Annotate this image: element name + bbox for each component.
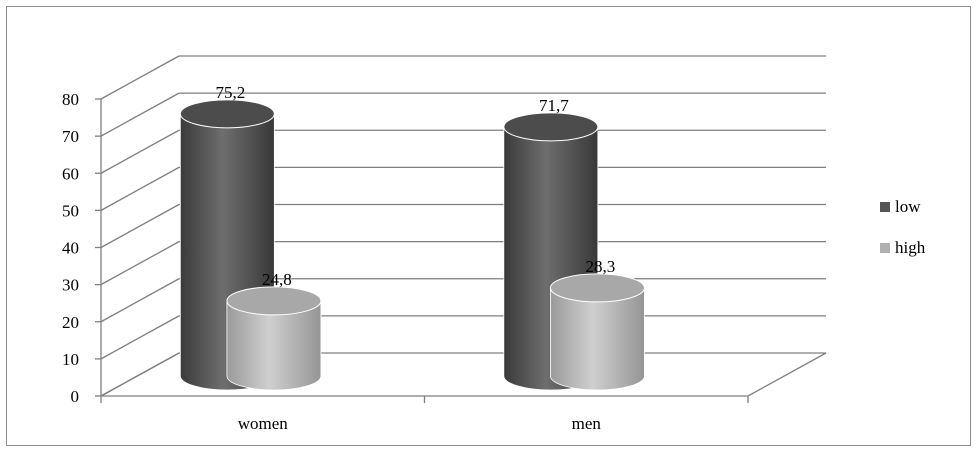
data-label: 71,7	[539, 96, 569, 115]
side-gridline	[100, 203, 180, 249]
y-tick-label: 70	[62, 127, 79, 146]
cylinder-body	[550, 287, 645, 391]
cylinder-top	[226, 286, 322, 316]
legend-swatch	[880, 243, 890, 253]
y-tick-label: 10	[62, 350, 79, 369]
cylinder-top	[549, 273, 645, 303]
bar-high-women	[226, 286, 322, 391]
chart-frame	[6, 6, 971, 446]
y-tick-label: 30	[62, 276, 79, 295]
side-gridline	[100, 166, 180, 211]
side-gridline	[100, 129, 180, 174]
cylinder-top	[503, 112, 599, 142]
legend-item-high: high	[880, 238, 926, 257]
y-tick-label: 60	[62, 164, 79, 183]
bar-high-men	[549, 273, 645, 391]
floor-plane	[100, 352, 827, 397]
data-label: 28,3	[586, 257, 616, 276]
side-gridline	[100, 241, 180, 286]
x-tick-label: women	[238, 414, 289, 433]
y-tick-label: 20	[62, 313, 79, 332]
legend-swatch	[880, 202, 890, 212]
side-gridline	[100, 315, 180, 360]
cylinder-body	[226, 300, 322, 391]
legend-label: high	[895, 238, 926, 257]
data-label: 24,8	[262, 270, 292, 289]
side-gridline	[100, 92, 180, 137]
y-tick-label: 0	[71, 387, 80, 406]
cylinder-top	[179, 99, 275, 129]
side-gridline	[100, 278, 180, 323]
y-tick-label: 50	[62, 201, 79, 220]
data-label: 75,2	[215, 83, 245, 102]
legend-label: low	[895, 197, 921, 216]
legend-item-low: low	[880, 197, 921, 216]
y-tick-label: 40	[62, 239, 79, 258]
x-tick-label: men	[572, 414, 602, 433]
y-tick-label: 80	[62, 90, 79, 109]
side-gridline	[100, 55, 180, 100]
